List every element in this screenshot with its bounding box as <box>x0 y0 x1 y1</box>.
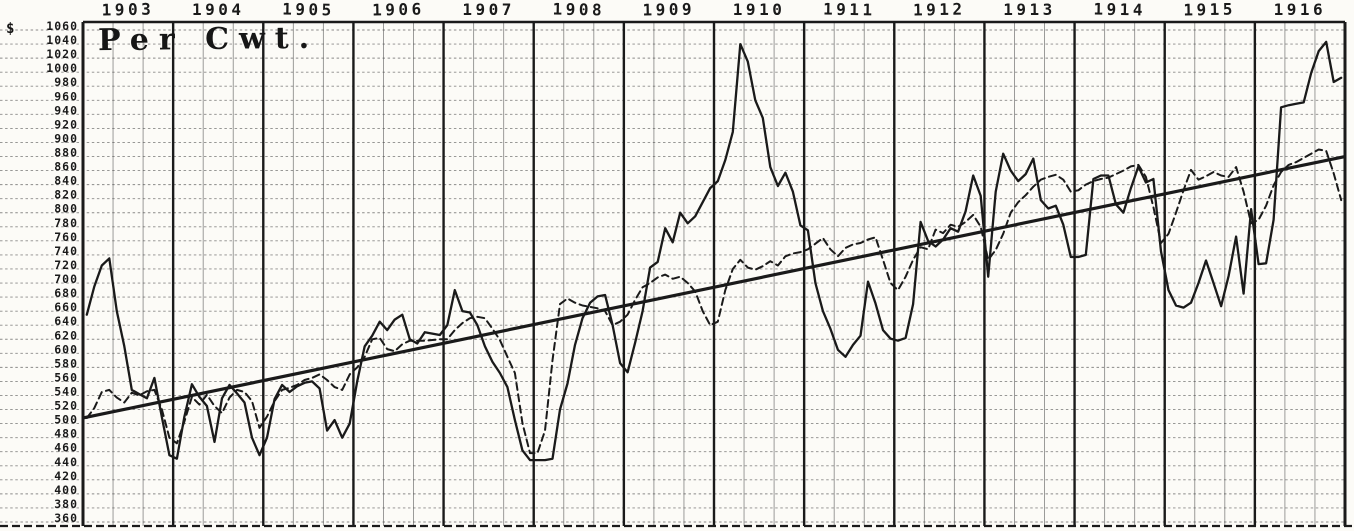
year-label: 1912 <box>913 0 966 19</box>
y-tick-label: 460 <box>54 441 78 455</box>
y-tick-label: 1020 <box>46 47 78 61</box>
year-label: 1914 <box>1093 0 1146 19</box>
y-tick-label: 1000 <box>46 61 78 75</box>
y-tick-label: 700 <box>54 272 78 286</box>
y-tick-label: 800 <box>54 202 78 216</box>
year-label: 1909 <box>642 0 695 19</box>
y-tick-label: 520 <box>54 399 78 413</box>
chart-unit-title: Per Cwt. <box>97 20 320 59</box>
y-tick-label: 1060 <box>46 19 78 33</box>
y-tick-label: 820 <box>54 188 78 202</box>
year-label: 1910 <box>733 0 786 19</box>
year-label: 1905 <box>282 0 335 19</box>
year-label: 1911 <box>823 0 876 19</box>
currency-symbol-label: $ <box>6 21 15 37</box>
y-tick-label: 360 <box>54 511 78 525</box>
y-tick-label: 660 <box>54 300 78 314</box>
year-label: 1904 <box>192 0 245 19</box>
y-tick-label: 420 <box>54 469 78 483</box>
y-tick-label: 720 <box>54 258 78 272</box>
year-label: 1903 <box>102 0 155 19</box>
computed-price-line <box>85 148 1343 455</box>
y-tick-label: 900 <box>54 131 78 145</box>
y-tick-label: 440 <box>54 455 78 469</box>
y-tick-label: 980 <box>54 75 78 89</box>
y-tick-label: 380 <box>54 497 78 511</box>
y-tick-label: 960 <box>54 89 78 103</box>
y-tick-label: 920 <box>54 117 78 131</box>
y-tick-label: 500 <box>54 413 78 427</box>
year-label: 1906 <box>372 0 425 19</box>
y-tick-label: 780 <box>54 216 78 230</box>
y-tick-label: 540 <box>54 384 78 398</box>
year-label: 1916 <box>1274 0 1327 19</box>
y-tick-label: 940 <box>54 103 78 117</box>
y-tick-label: 640 <box>54 314 78 328</box>
year-label: 1915 <box>1183 0 1236 19</box>
y-tick-label: 600 <box>54 342 78 356</box>
trend-line <box>82 154 1346 420</box>
year-boundary-lines <box>81 22 1347 526</box>
y-tick-label: 1040 <box>46 33 78 47</box>
y-axis-tick-labels: 1060104010201000980960940920900880860840… <box>46 19 78 525</box>
y-tick-label: 480 <box>54 427 78 441</box>
y-tick-label: 740 <box>54 244 78 258</box>
year-label: 1907 <box>462 0 515 19</box>
y-tick-label: 840 <box>54 174 78 188</box>
y-tick-label: 880 <box>54 146 78 160</box>
y-tick-label: 560 <box>54 370 78 384</box>
year-label: 1913 <box>1003 0 1056 19</box>
horizontal-gridlines <box>0 29 1345 523</box>
y-tick-label: 580 <box>54 356 78 370</box>
actual-price-line <box>85 40 1343 462</box>
y-tick-label: 680 <box>54 286 78 300</box>
x-axis-year-labels: 1903 1904 1905 1906 1907 1908 1909 1910 1911 1912… <box>102 0 1327 19</box>
year-label: 1908 <box>552 0 605 19</box>
y-tick-label: 760 <box>54 230 78 244</box>
minor-vertical-gridlines <box>112 22 1316 526</box>
y-tick-label: 860 <box>54 160 78 174</box>
y-tick-label: 620 <box>54 328 78 342</box>
y-tick-label: 400 <box>54 483 78 497</box>
